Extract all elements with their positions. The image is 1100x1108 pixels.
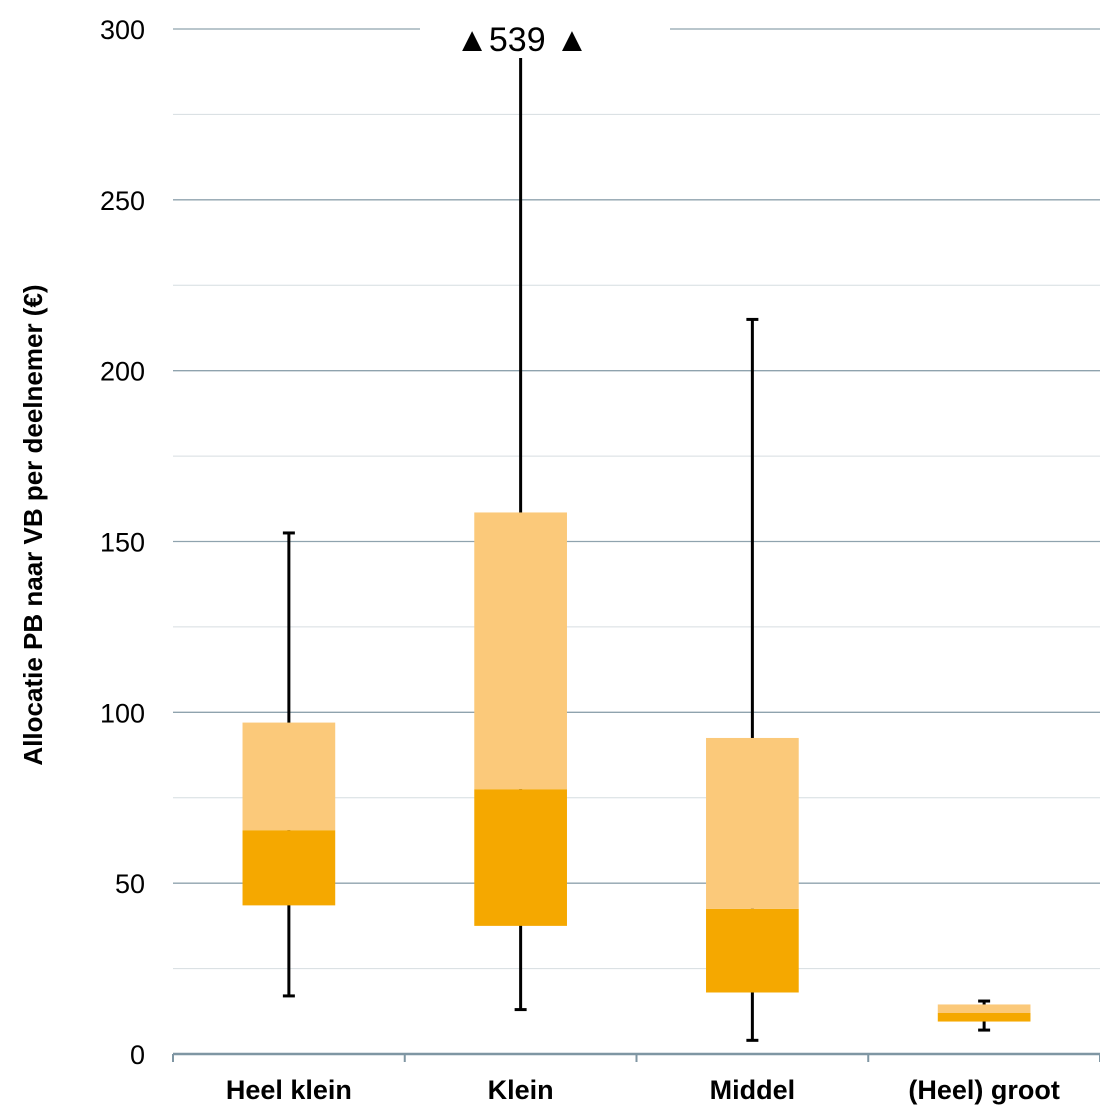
upper-box <box>706 738 799 909</box>
y-axis-ticks: 0 50 100 150 200 250 300 <box>100 15 145 1070</box>
y-axis-label: Allocatie PB naar VB per deelnemer (€) <box>18 284 48 765</box>
y-tick-label: 200 <box>100 357 145 387</box>
x-axis <box>173 1054 1100 1062</box>
upper-box <box>938 1004 1031 1013</box>
x-tick-label: (Heel) groot <box>908 1075 1060 1105</box>
upper-box <box>243 723 336 831</box>
y-tick-label: 150 <box>100 528 145 558</box>
lower-box <box>243 830 336 905</box>
lower-box <box>706 909 799 993</box>
box-series <box>243 29 1031 1040</box>
upper-box <box>474 512 567 789</box>
x-axis-ticks: Heel klein Klein Middel (Heel) groot <box>226 1075 1060 1105</box>
y-tick-label: 300 <box>100 15 145 45</box>
y-tick-label: 50 <box>115 869 145 899</box>
y-tick-label: 100 <box>100 698 145 728</box>
lower-box <box>938 1013 1031 1022</box>
box-4 <box>938 1001 1031 1030</box>
box-1 <box>243 533 336 996</box>
lower-box <box>474 789 567 926</box>
x-tick-label: Heel klein <box>226 1075 352 1105</box>
outlier-annotation: ▲539 ▲ <box>455 21 588 59</box>
x-tick-label: Middel <box>710 1075 796 1105</box>
x-tick-label: Klein <box>488 1075 554 1105</box>
box-3 <box>706 319 799 1040</box>
y-tick-label: 0 <box>130 1040 145 1070</box>
box-2 <box>474 29 567 1010</box>
y-tick-label: 250 <box>100 186 145 216</box>
